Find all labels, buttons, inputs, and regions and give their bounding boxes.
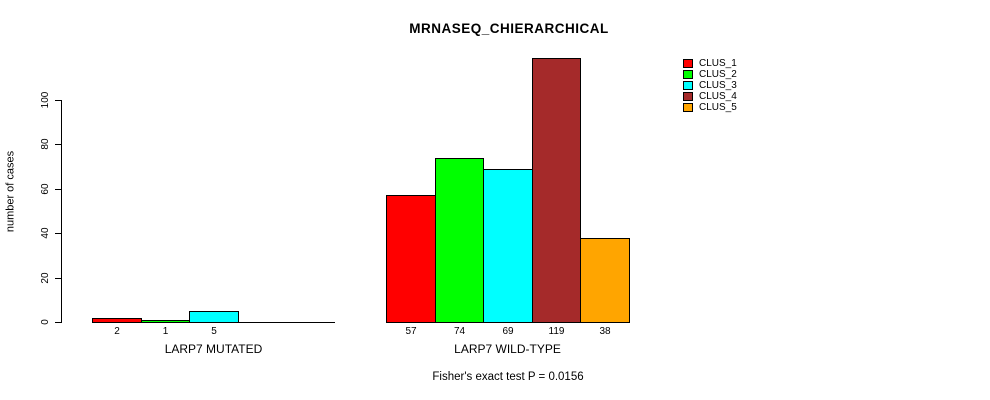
y-axis-tick (55, 189, 61, 190)
bar-clus_5 (580, 238, 630, 323)
y-axis-tick (55, 322, 61, 323)
legend-swatch-clus_1 (683, 59, 693, 68)
bar-clus_2 (141, 320, 190, 323)
legend-label: CLUS_5 (699, 102, 737, 113)
legend-label: CLUS_2 (699, 69, 737, 80)
y-axis-tick (55, 233, 61, 234)
fisher-test-footnote: Fisher's exact test P = 0.0156 (432, 371, 584, 383)
y-tick-label: 60 (40, 183, 51, 195)
y-tick-label: 0 (40, 319, 51, 325)
legend: CLUS_1 CLUS_2 CLUS_3 CLUS_4 CLUS_5 (683, 58, 737, 113)
legend-swatch-clus_4 (683, 92, 693, 101)
y-tick-label: 80 (40, 138, 51, 150)
bar-value-label: 74 (453, 326, 466, 337)
legend-swatch-clus_2 (683, 70, 693, 79)
y-tick-label: 40 (40, 227, 51, 239)
bar-value-label: 2 (114, 326, 120, 337)
bar-clus_3 (189, 311, 239, 323)
bar-value-label: 5 (211, 326, 217, 337)
chart-title: MRNASEQ_CHIERARCHICAL (409, 21, 609, 36)
y-axis-title: number of cases (4, 150, 17, 233)
bar-value-label: 57 (405, 326, 417, 337)
y-axis-tick (55, 278, 61, 279)
legend-label: CLUS_3 (699, 80, 737, 91)
bar-value-label: 1 (162, 326, 169, 337)
bar-value-label: 119 (548, 326, 565, 337)
legend-item-clus_5: CLUS_5 (683, 102, 737, 113)
bar-clus_3 (483, 169, 533, 323)
y-tick-label: 100 (40, 91, 51, 109)
bar-clus_2 (435, 158, 484, 323)
legend-item-clus_2: CLUS_2 (683, 69, 737, 80)
legend-swatch-clus_3 (683, 81, 693, 90)
y-tick-label: 20 (40, 272, 51, 284)
legend-swatch-clus_5 (683, 103, 693, 112)
group-label: LARP7 WILD-TYPE (454, 342, 561, 356)
bar-clus_1 (92, 318, 142, 323)
y-axis-tick (55, 100, 61, 101)
legend-item-clus_4: CLUS_4 (683, 91, 737, 102)
legend-label: CLUS_4 (699, 91, 737, 102)
bar-clus_1 (386, 195, 436, 323)
bar-clus_4 (532, 58, 581, 323)
y-axis-line (61, 100, 62, 323)
bar-value-label: 69 (502, 326, 514, 337)
legend-item-clus_1: CLUS_1 (683, 58, 737, 69)
group-label: LARP7 MUTATED (164, 342, 263, 356)
legend-item-clus_3: CLUS_3 (683, 80, 737, 91)
bar-value-label: 38 (599, 326, 611, 337)
y-axis-tick (55, 144, 61, 145)
legend-label: CLUS_1 (699, 58, 737, 69)
